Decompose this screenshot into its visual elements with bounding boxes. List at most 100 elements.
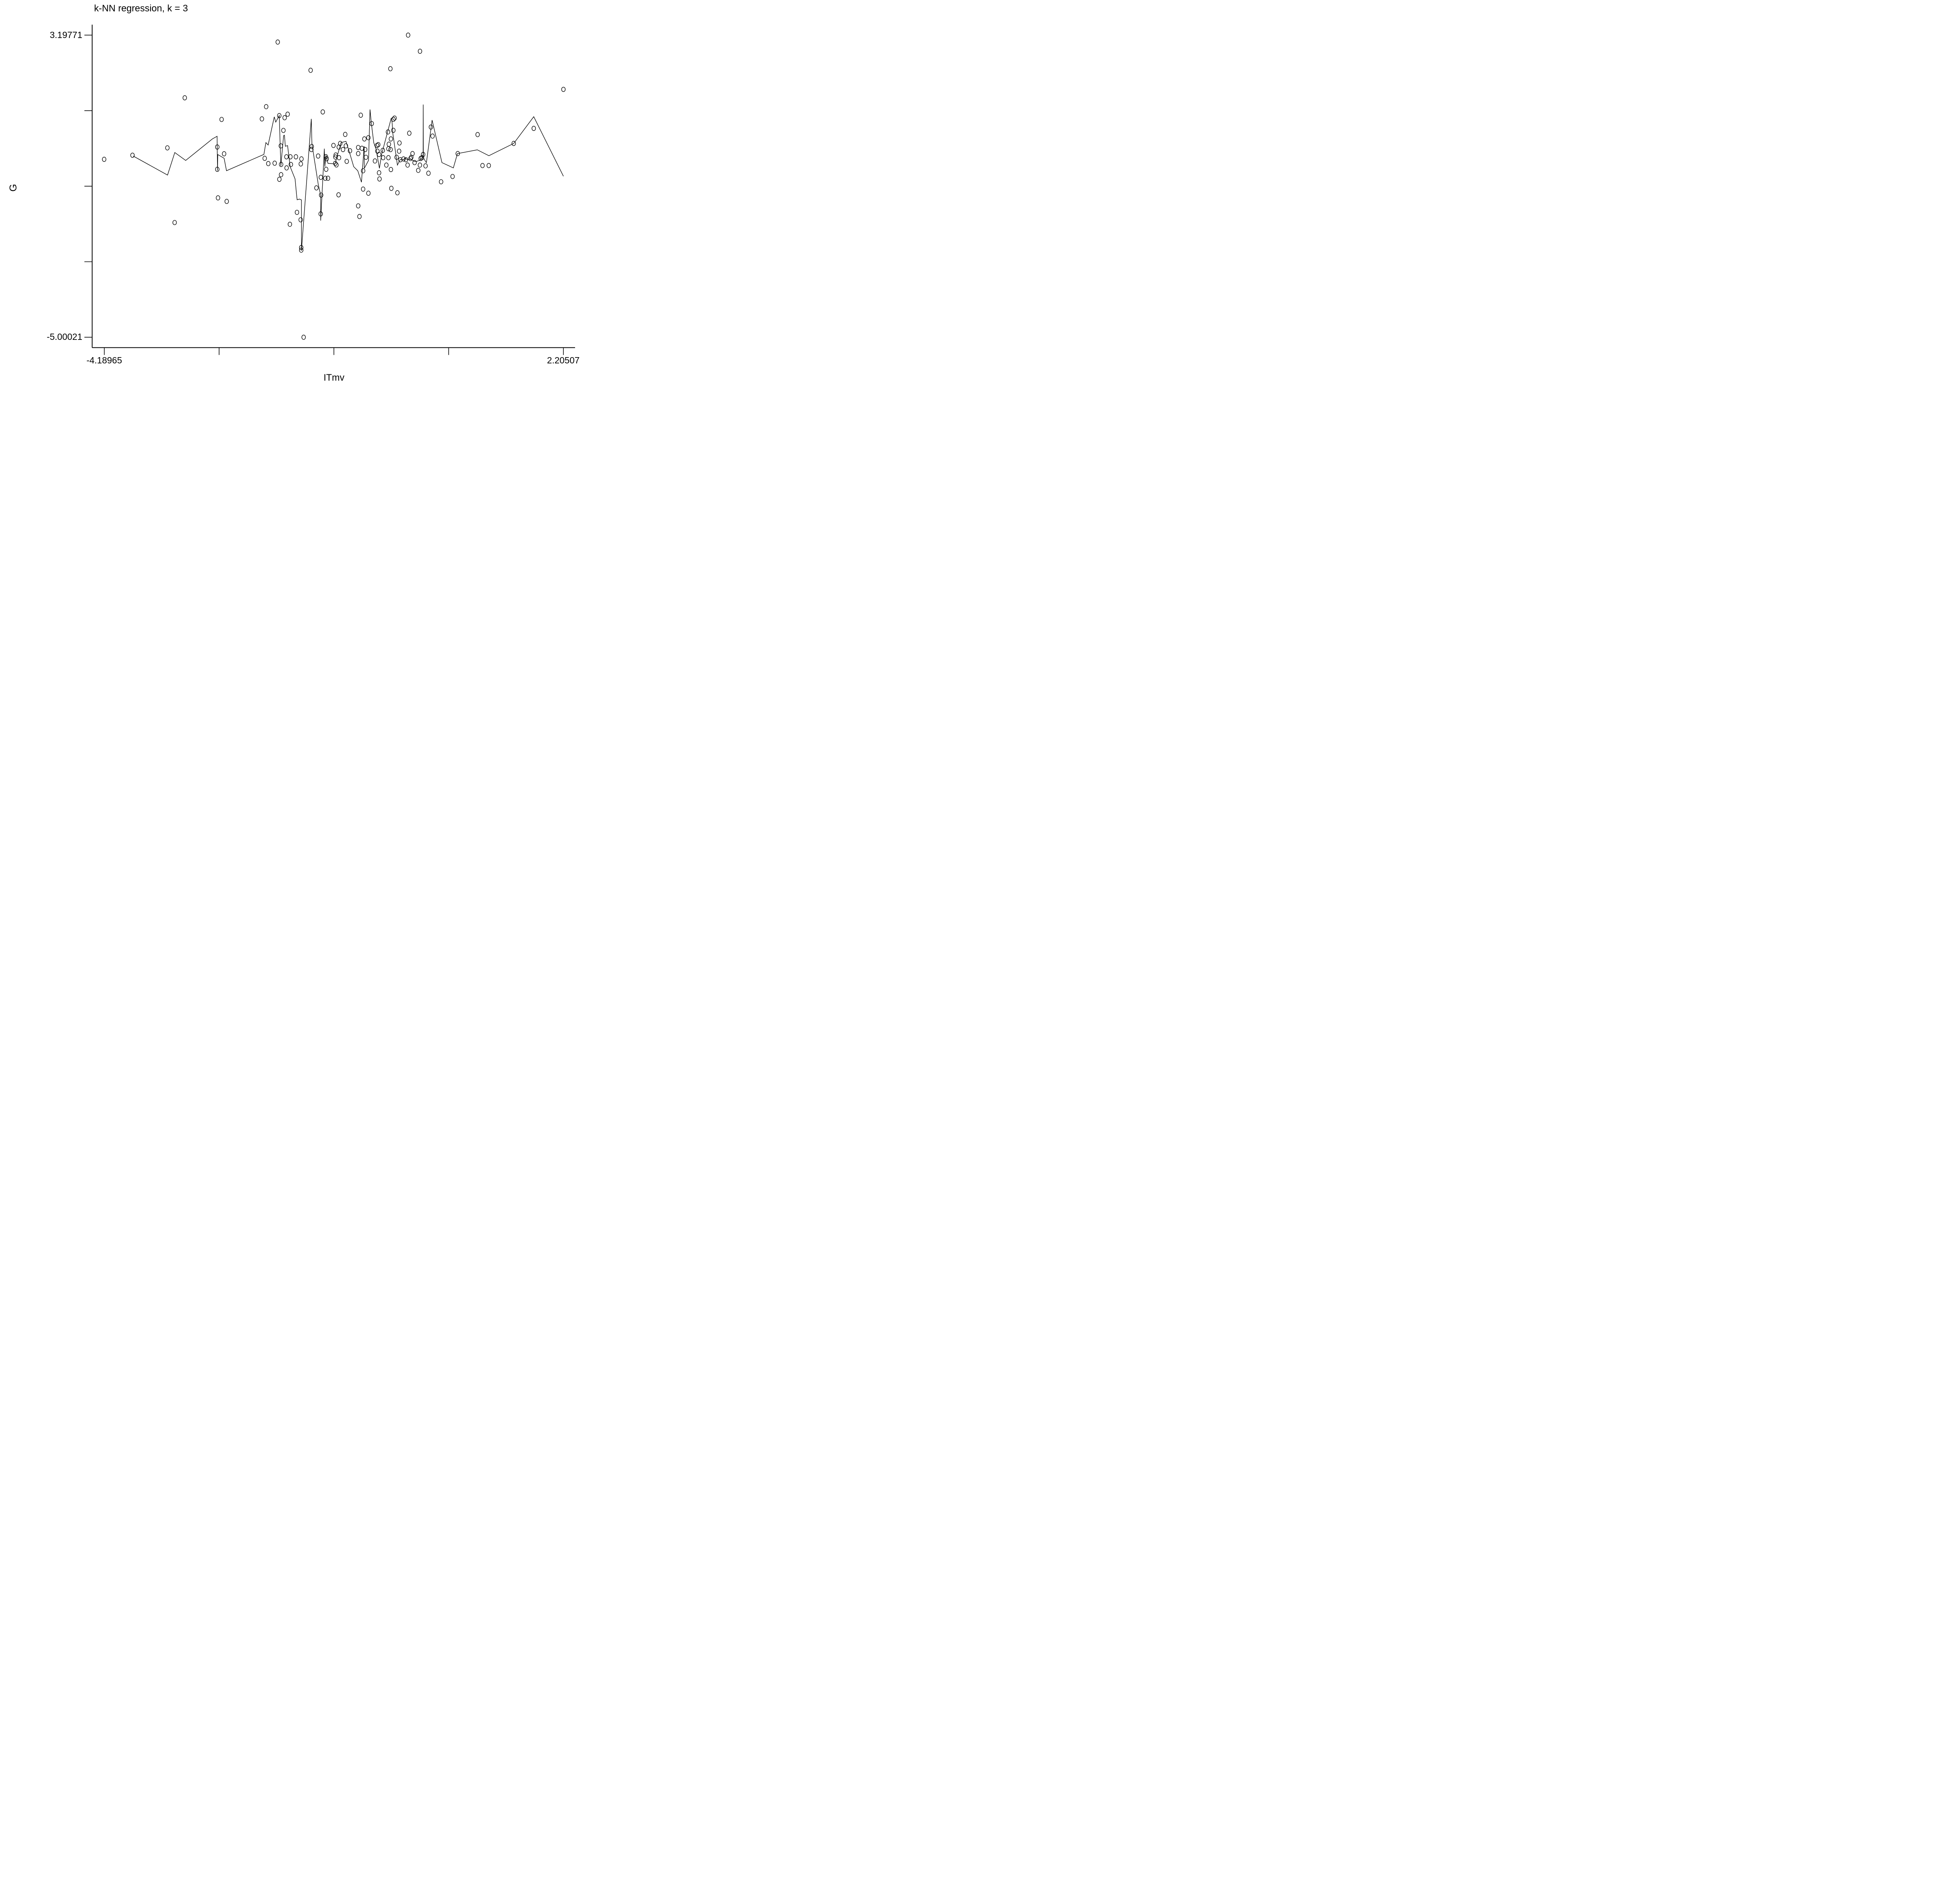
- scatter-point: [512, 141, 516, 146]
- scatter-point: [222, 151, 227, 156]
- scatter-point: [391, 116, 396, 122]
- scatter-point: [334, 162, 339, 168]
- chart-title: k-NN regression, k = 3: [94, 3, 188, 14]
- scatter-point: [377, 152, 381, 157]
- scatter-point: [456, 151, 460, 156]
- x-tick-label-max: 2.20507: [547, 355, 580, 365]
- scatter-point: [356, 203, 361, 209]
- scatter-point: [388, 136, 393, 142]
- scatter-point: [391, 128, 396, 133]
- scatter-point: [361, 168, 365, 173]
- scatter-point: [364, 154, 368, 160]
- scatter-point: [216, 195, 220, 201]
- scatter-point: [323, 176, 328, 181]
- scatter-point: [279, 143, 283, 149]
- scatter-point: [356, 145, 361, 150]
- scatter-point: [381, 148, 385, 153]
- scatter-point: [319, 174, 323, 180]
- scatter-point: [439, 179, 443, 185]
- scatter-point: [260, 116, 264, 122]
- scatter-point: [387, 142, 391, 147]
- scatter-point: [289, 162, 293, 167]
- scatter-point: [288, 221, 292, 227]
- scatter-point: [309, 147, 314, 152]
- knn-regression-chart: k-NN regression, k = 3 3.19771 -5.00021 …: [0, 0, 588, 392]
- scatter-point: [172, 220, 177, 225]
- scatter-point: [388, 66, 393, 71]
- scatter-point: [331, 143, 336, 148]
- scatter-point: [377, 170, 381, 176]
- scatter-point: [298, 217, 303, 223]
- scatter-point: [276, 39, 280, 45]
- scatter-point: [366, 135, 371, 140]
- scatter-point: [430, 133, 435, 139]
- scatter-point: [321, 109, 325, 114]
- scatter-point: [288, 154, 293, 160]
- scatter-point: [386, 146, 391, 151]
- scatter-point: [266, 161, 270, 166]
- scatter-point: [345, 159, 349, 164]
- scatter-point: [295, 210, 299, 215]
- scatter-point: [343, 143, 348, 149]
- plot-area: [84, 24, 575, 355]
- scatter-point: [219, 117, 224, 122]
- y-axis-title: G: [7, 184, 19, 192]
- scatter-point: [406, 33, 410, 38]
- scatter-point: [418, 49, 422, 54]
- scatter-point: [407, 131, 412, 136]
- scatter-point: [426, 171, 431, 176]
- scatter-point: [416, 168, 421, 173]
- scatter-point: [165, 145, 170, 151]
- scatter-point: [319, 192, 323, 198]
- scatter-point: [389, 186, 394, 191]
- scatter-point: [361, 187, 365, 192]
- scatter-point: [298, 161, 303, 167]
- scatter-point: [309, 67, 313, 73]
- scatter-point: [561, 87, 566, 92]
- scatter-point: [341, 147, 345, 152]
- scatter-point: [412, 160, 417, 165]
- scatter-point: [392, 115, 397, 121]
- scatter-point: [486, 163, 491, 168]
- scatter-point: [410, 151, 415, 156]
- scatter-point: [475, 132, 480, 137]
- scatter-point: [373, 158, 377, 163]
- scatter-point: [377, 176, 382, 182]
- scatter-point: [419, 155, 424, 160]
- x-tick-label-min: -4.18965: [86, 355, 122, 365]
- scatter-point: [285, 111, 290, 117]
- scatter-point: [284, 165, 289, 171]
- scatter-point: [388, 147, 393, 152]
- scatter-point: [301, 334, 306, 340]
- scatter-point: [356, 151, 361, 156]
- scatter-point: [324, 167, 328, 172]
- scatter-point: [480, 163, 485, 168]
- scatter-point: [363, 147, 367, 152]
- scatter-point: [314, 185, 319, 191]
- scatter-point: [381, 155, 385, 160]
- scatter-point: [386, 155, 391, 160]
- scatter-point: [333, 161, 338, 166]
- scatter-point: [102, 157, 107, 162]
- scatter-point: [284, 154, 289, 160]
- scatter-point: [343, 132, 348, 137]
- scatter-point: [362, 136, 367, 142]
- scatter-point: [450, 174, 455, 179]
- scatter-point: [279, 172, 283, 177]
- scatter-point: [395, 190, 400, 196]
- scatter-point: [326, 176, 330, 181]
- scatter-point: [299, 156, 304, 162]
- scatter-point: [348, 148, 352, 153]
- x-axis-title: ITmv: [323, 372, 345, 383]
- scatter-point: [316, 153, 320, 159]
- y-tick-label-max: 3.19771: [49, 30, 82, 40]
- scatter-point: [405, 162, 410, 168]
- scatter-point: [264, 104, 269, 109]
- scatter-point: [366, 191, 371, 196]
- fit-line: [133, 104, 564, 251]
- scatter-point: [281, 128, 286, 133]
- scatter-point: [262, 156, 267, 161]
- scatter-point: [182, 95, 187, 100]
- scatter-point: [309, 144, 314, 149]
- scatter-point: [423, 163, 428, 169]
